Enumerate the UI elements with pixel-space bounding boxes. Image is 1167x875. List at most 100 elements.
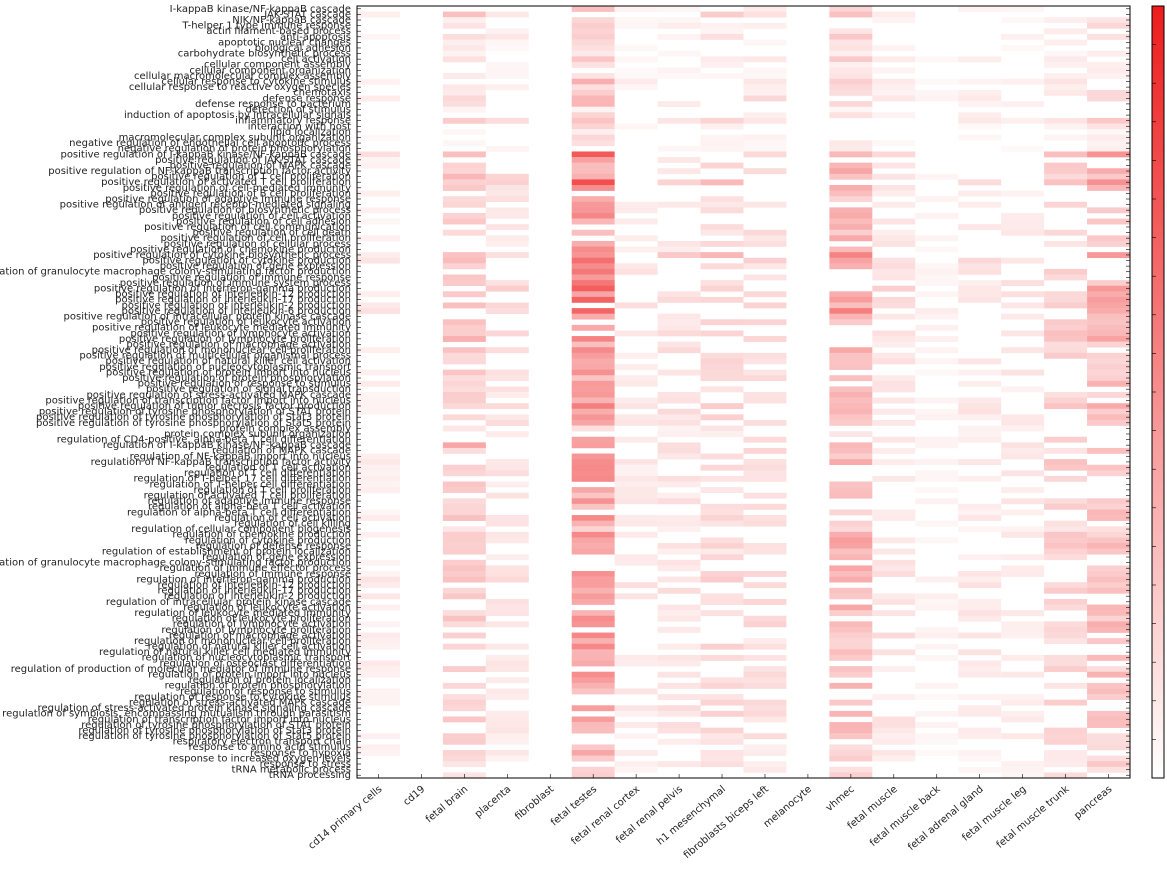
- heatmap-cell: [485, 750, 529, 756]
- heatmap-cell: [700, 509, 744, 516]
- heatmap-cell: [614, 554, 658, 561]
- heatmap-cell: [571, 593, 615, 600]
- heatmap-cell: [657, 419, 701, 426]
- heatmap-cell: [829, 185, 873, 191]
- heatmap-cell: [657, 604, 701, 611]
- heatmap-cell: [442, 39, 486, 46]
- heatmap-cell: [1001, 419, 1045, 426]
- heatmap-cell: [1087, 140, 1130, 147]
- heatmap-cell: [1087, 173, 1130, 180]
- heatmap-cell: [700, 694, 744, 700]
- heatmap-cell: [1087, 207, 1130, 214]
- heatmap-cell: [614, 487, 658, 493]
- heatmap-cell: [485, 492, 529, 499]
- heatmap-cell: [1087, 509, 1130, 516]
- heatmap-cell: [614, 515, 658, 521]
- x-tick-label: cd14 primary cells: [306, 784, 384, 852]
- heatmap-cell: [872, 565, 916, 572]
- heatmap-cell: [872, 229, 916, 236]
- heatmap-cell: [1001, 218, 1045, 225]
- heatmap-cell: [915, 537, 959, 544]
- heatmap-cell: [571, 654, 615, 661]
- heatmap-cell: [829, 481, 873, 488]
- heatmap-cell: [958, 755, 1002, 762]
- heatmap-cell: [829, 699, 873, 706]
- y-tick-label: regulation of T-helper 17 cell different…: [134, 474, 351, 485]
- heatmap-cell: [657, 548, 701, 555]
- y-tick-label: carbohydrate biosynthetic process: [178, 49, 351, 60]
- heatmap-cell: [1087, 235, 1130, 242]
- heatmap-cell: [571, 106, 615, 113]
- heatmap-cell: [743, 419, 787, 426]
- y-tick-label: regulation of cell killing: [234, 518, 351, 529]
- heatmap-cell: [743, 492, 787, 499]
- y-tick-label: regulation of granulocyte macrophage col…: [0, 558, 351, 569]
- heatmap-cell: [915, 498, 959, 505]
- heatmap-cell: [872, 336, 916, 342]
- heatmap-cell: [1001, 654, 1045, 661]
- heatmap-cell: [1087, 375, 1130, 382]
- heatmap-cell: [485, 565, 529, 572]
- heatmap-cell: [958, 515, 1002, 521]
- heatmap-cell: [872, 375, 916, 382]
- heatmap-cell: [442, 694, 486, 700]
- heatmap-cell: [571, 218, 615, 225]
- heatmap-cell: [657, 157, 701, 163]
- heatmap-cell: [614, 330, 658, 337]
- heatmap-cell: [571, 766, 615, 773]
- heatmap-cell: [357, 369, 400, 376]
- heatmap-cell: [357, 453, 400, 460]
- heatmap-cell: [1087, 22, 1130, 29]
- heatmap-cell: [743, 369, 787, 376]
- heatmap-cell: [442, 464, 486, 471]
- heatmap-cell: [485, 403, 529, 410]
- heatmap-cell: [1044, 168, 1088, 175]
- heatmap-cell: [1087, 151, 1130, 158]
- heatmap-cell: [571, 257, 615, 264]
- y-tick-label: cellular component assembly: [204, 60, 351, 71]
- heatmap-cell: [614, 78, 658, 85]
- heatmap-cell: [657, 761, 701, 768]
- y-tick-label: actin filament-based process: [206, 26, 351, 37]
- heatmap-cell: [700, 123, 744, 130]
- y-tick-label: positive regulation of interleukin-12 pr…: [115, 289, 351, 300]
- heatmap-cell: [1001, 6, 1045, 12]
- heatmap-cell: [915, 274, 959, 281]
- heatmap-cell: [571, 442, 615, 449]
- heatmap-cell: [829, 84, 873, 91]
- heatmap-cell: [1001, 145, 1045, 152]
- heatmap-cell: [829, 212, 873, 219]
- heatmap-cell: [357, 464, 400, 471]
- y-tick-label: defense response to bacterium: [195, 99, 351, 110]
- y-tick-label: positive regulation of lymphocyte activa…: [130, 328, 351, 339]
- heatmap-cell: [743, 705, 787, 712]
- heatmap-cell: [485, 61, 529, 68]
- heatmap-cell: [872, 419, 916, 426]
- y-tick-label: regulation of lymphocyte activation: [173, 619, 351, 630]
- heatmap-cell: [915, 280, 959, 287]
- heatmap-cell: [743, 319, 787, 326]
- heatmap-cell: [442, 11, 486, 18]
- heatmap-cell: [657, 397, 701, 404]
- heatmap-cell: [485, 212, 529, 219]
- heatmap-cell: [571, 185, 615, 191]
- heatmap-cell: [442, 151, 486, 158]
- heatmap-cell: [657, 17, 701, 24]
- heatmap-cell: [1087, 722, 1130, 728]
- heatmap-cell: [571, 470, 615, 477]
- y-tick-label: positive regulation of cytokine producti…: [142, 256, 351, 267]
- heatmap-cell: [485, 738, 529, 745]
- heatmap-cell: [485, 179, 529, 186]
- heatmap-cell: [442, 537, 486, 544]
- heatmap-cell: [442, 392, 486, 398]
- y-tick-label: positive regulation of tyrosine phosphor…: [36, 418, 351, 429]
- heatmap-cell: [1087, 638, 1130, 645]
- heatmap-cell: [700, 358, 744, 365]
- heatmap-cell: [1044, 392, 1088, 398]
- heatmap-cell: [700, 576, 744, 583]
- heatmap-cell: [958, 604, 1002, 611]
- heatmap-cell: [571, 543, 615, 549]
- heatmap-cell: [357, 694, 400, 700]
- heatmap-cell: [829, 593, 873, 600]
- heatmap-cell: [657, 705, 701, 712]
